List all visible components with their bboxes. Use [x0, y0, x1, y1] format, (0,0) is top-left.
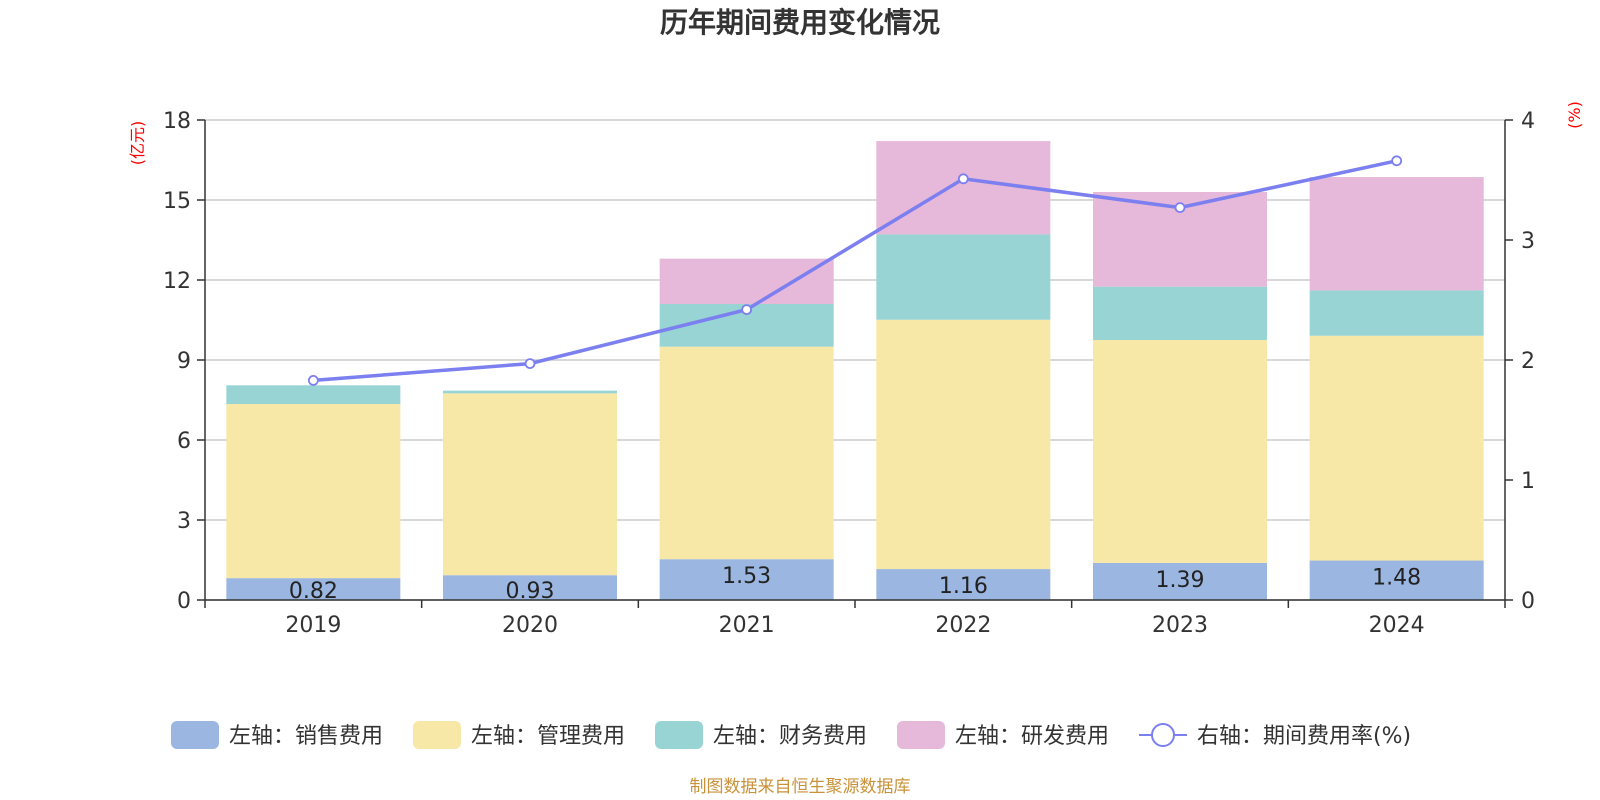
bar-series: 0.82 0.931.53 1.16 1.39 1.48: [226, 141, 1484, 604]
legend: 左轴：销售费用 左轴：管理费用 左轴：财务费用 左轴：研发费用 右轴：期间费用率(%): [171, 721, 1411, 749]
bar-segment: [876, 569, 1051, 600]
right-tick-label: 1: [1521, 469, 1535, 494]
legend-label: 左轴：财务费用: [713, 724, 867, 749]
x-tick-label: 2019: [285, 613, 341, 638]
rate-line-series: [307, 155, 1403, 386]
rate-point: [741, 304, 753, 316]
left-tick-label: 9: [177, 349, 191, 374]
rate-point: [1174, 202, 1186, 214]
rate-point: [1391, 155, 1403, 167]
x-tick-label: 2023: [1152, 613, 1208, 638]
bar-segment: [876, 234, 1051, 320]
data-label: 1.48: [1372, 566, 1421, 591]
rate-point: [957, 173, 969, 185]
right-tick-label: 4: [1521, 109, 1535, 134]
x-tick-label: 2021: [719, 613, 775, 638]
bar-segment: [659, 258, 834, 304]
legend-label: 左轴：销售费用: [229, 724, 383, 749]
left-tick-label: 15: [163, 189, 191, 214]
legend-swatch: [413, 721, 461, 749]
grid-lines: [205, 119, 1505, 601]
legend-swatch: [171, 721, 219, 749]
chart-title: 历年期间费用变化情况: [660, 6, 940, 39]
bar-segment: [876, 319, 1051, 570]
x-tick-label: 2020: [502, 613, 558, 638]
right-tick-label: 3: [1521, 229, 1535, 254]
left-tick-label: 12: [163, 269, 191, 294]
bar-segment: [443, 393, 617, 576]
left-tick-label: 3: [177, 509, 191, 534]
bar-segment: [659, 346, 834, 560]
left-tick-label: 0: [177, 589, 191, 614]
bar-segment: [443, 390, 617, 394]
legend-swatch: [897, 721, 945, 749]
data-label: 1.39: [1156, 568, 1205, 593]
bar-segment: [1309, 177, 1484, 291]
right-axis-unit: (%): [1565, 101, 1584, 129]
bar-segment: [659, 559, 834, 600]
legend-marker-swatch: [1151, 723, 1175, 747]
bar-segment: [1309, 335, 1484, 561]
bar-segment: [226, 385, 401, 404]
bar-segment: [1093, 286, 1267, 340]
legend-swatch: [655, 721, 703, 749]
legend-label: 左轴：管理费用: [471, 724, 625, 749]
rate-point: [307, 374, 319, 386]
data-label: 1.53: [722, 564, 771, 589]
left-axis-unit: (亿元): [128, 121, 147, 166]
left-tick-label: 18: [163, 109, 191, 134]
right-tick-label: 0: [1521, 589, 1535, 614]
bar-segment: [1309, 290, 1484, 336]
data-source-note: 制图数据来自恒生聚源数据库: [690, 777, 911, 797]
x-tick-label: 2024: [1369, 613, 1425, 638]
bar-segment: [226, 404, 401, 579]
rate-line: [313, 159, 1398, 383]
bar-segment: [1309, 560, 1484, 600]
legend-label: 左轴：研发费用: [955, 724, 1109, 749]
bar-segment: [1093, 562, 1267, 600]
x-tick-label: 2022: [935, 613, 991, 638]
data-label: 1.16: [939, 574, 988, 599]
bar-segment: [1093, 340, 1267, 563]
right-tick-label: 2: [1521, 349, 1535, 374]
left-tick-label: 6: [177, 429, 191, 454]
legend-label: 右轴：期间费用率(%): [1197, 724, 1411, 749]
rate-point: [524, 358, 536, 370]
bar-segment: [443, 575, 617, 600]
bar-segment: [226, 578, 401, 600]
